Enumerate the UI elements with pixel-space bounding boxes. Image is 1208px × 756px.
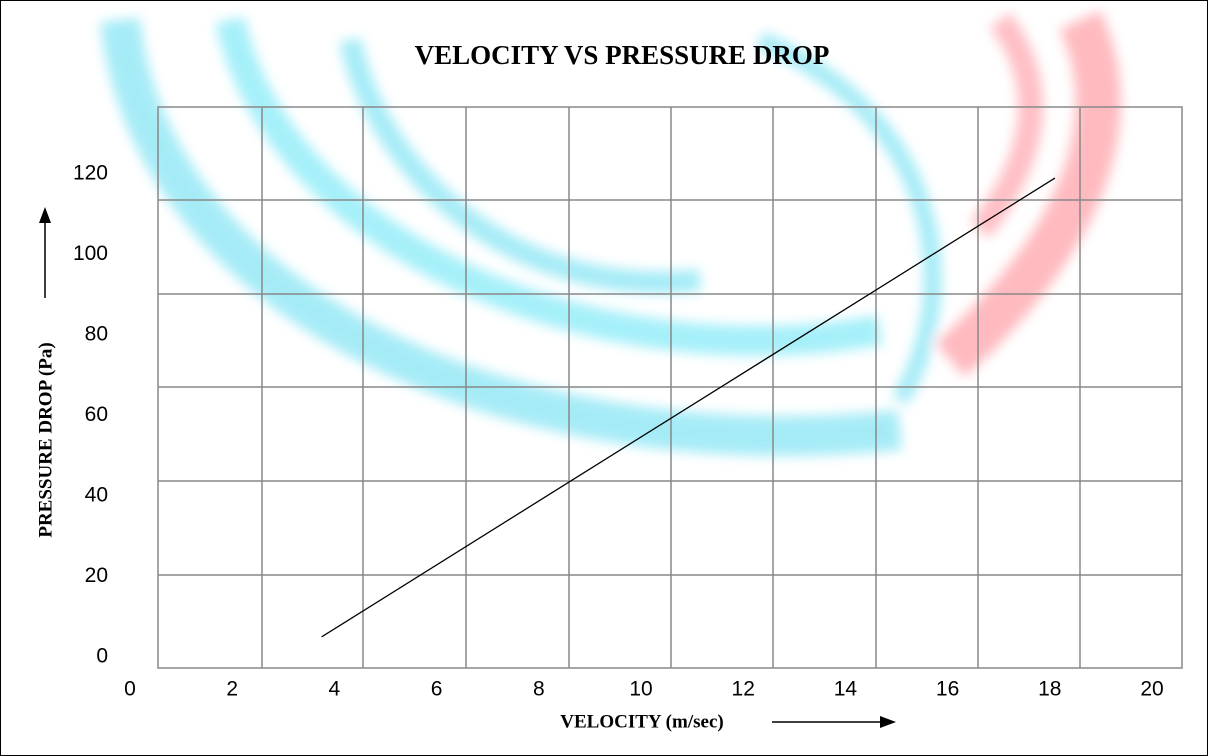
x-tick-label: 20 <box>1140 678 1163 701</box>
y-tick-label: 60 <box>85 403 108 426</box>
plot-grid <box>157 106 1183 669</box>
x-tick-label: 16 <box>936 678 959 701</box>
y-tick-label: 100 <box>73 242 108 265</box>
y-tick-label: 80 <box>85 323 108 346</box>
x-tick-label: 4 <box>329 678 341 701</box>
x-tick-label: 12 <box>732 678 755 701</box>
x-tick-label: 10 <box>629 678 652 701</box>
data-line <box>321 177 1056 638</box>
x-tick-label: 8 <box>533 678 545 701</box>
x-tick-label: 18 <box>1038 678 1061 701</box>
x-axis-label: VELOCITY (m/sec) <box>560 711 723 732</box>
x-tick-label: 2 <box>226 678 238 701</box>
y-tick-label: 120 <box>73 162 108 185</box>
y-tick-label: 20 <box>85 564 108 587</box>
chart-title: VELOCITY VS PRESSURE DROP <box>415 40 830 70</box>
watermark <box>100 10 1121 456</box>
x-tick-label: 6 <box>431 678 443 701</box>
y-arrow <box>39 207 51 298</box>
x-tick-label: 0 <box>124 678 136 701</box>
x-arrow <box>772 716 896 728</box>
y-tick-label: 0 <box>96 645 108 668</box>
y-tick-label: 40 <box>85 484 108 507</box>
x-tick-label: 14 <box>834 678 858 701</box>
y-axis-label: PRESSURE DROP (Pa) <box>35 342 56 537</box>
